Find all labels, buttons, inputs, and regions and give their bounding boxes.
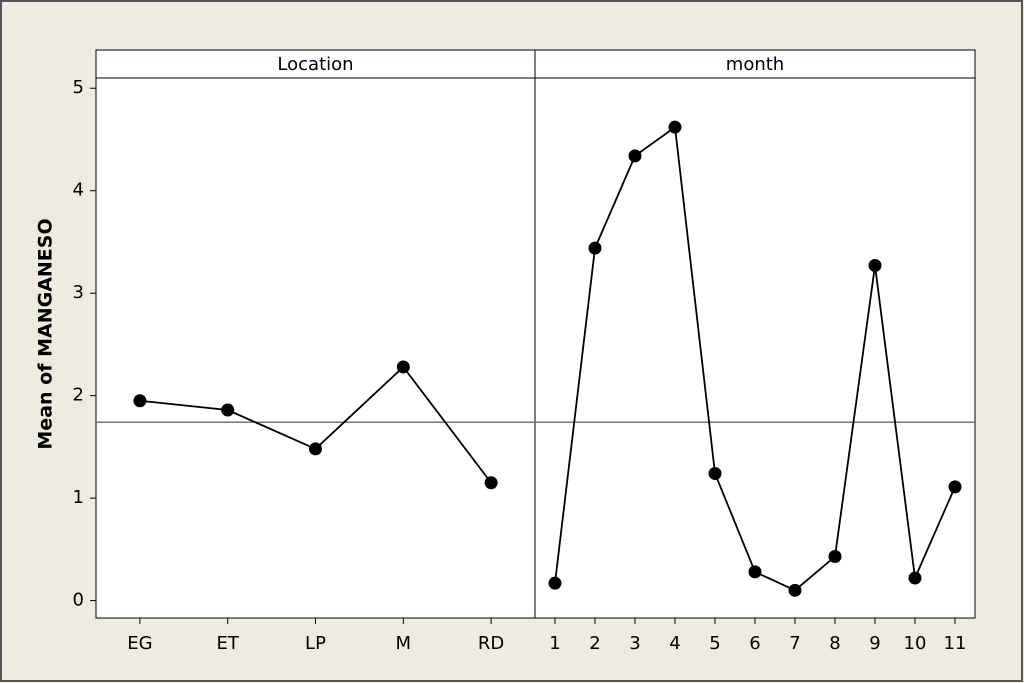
x-tick-label: 7 — [789, 633, 800, 654]
marker — [708, 467, 722, 481]
marker — [133, 394, 147, 408]
x-tick-label: 10 — [904, 633, 927, 654]
x-tick-label: EG — [127, 633, 152, 654]
y-tick-label: 1 — [73, 487, 84, 508]
y-axis-label: Mean of MANGANESO — [35, 218, 57, 449]
marker — [396, 360, 410, 374]
marker — [788, 583, 802, 597]
marker — [628, 149, 642, 163]
marker — [828, 550, 842, 564]
x-tick-label: 1 — [549, 633, 560, 654]
x-tick-label: 8 — [829, 633, 840, 654]
x-tick-label: 9 — [869, 633, 880, 654]
y-tick-label: 5 — [73, 77, 84, 98]
marker — [221, 403, 235, 417]
x-tick-label: 2 — [589, 633, 600, 654]
y-tick-label: 2 — [73, 385, 84, 406]
x-tick-label: 5 — [709, 633, 720, 654]
marker — [548, 576, 562, 590]
marker — [588, 241, 602, 255]
x-tick-label: 11 — [944, 633, 967, 654]
x-tick-label: LP — [305, 633, 326, 654]
marker — [868, 259, 882, 273]
x-tick-label: RD — [478, 633, 504, 654]
marker — [309, 442, 322, 456]
marker — [484, 476, 498, 490]
y-tick-label: 3 — [73, 282, 84, 303]
marker — [748, 565, 762, 579]
marker — [668, 120, 682, 134]
marker — [908, 571, 922, 585]
panel-title: Location — [277, 54, 353, 75]
y-tick-label: 4 — [73, 180, 84, 201]
x-tick-label: ET — [217, 633, 240, 654]
y-tick-label: 0 — [73, 590, 84, 611]
x-tick-label: 3 — [629, 633, 640, 654]
marker — [948, 480, 962, 494]
x-tick-label: M — [396, 633, 412, 654]
panel-title: month — [726, 54, 784, 75]
x-tick-label: 6 — [749, 633, 760, 654]
x-tick-label: 4 — [669, 633, 680, 654]
